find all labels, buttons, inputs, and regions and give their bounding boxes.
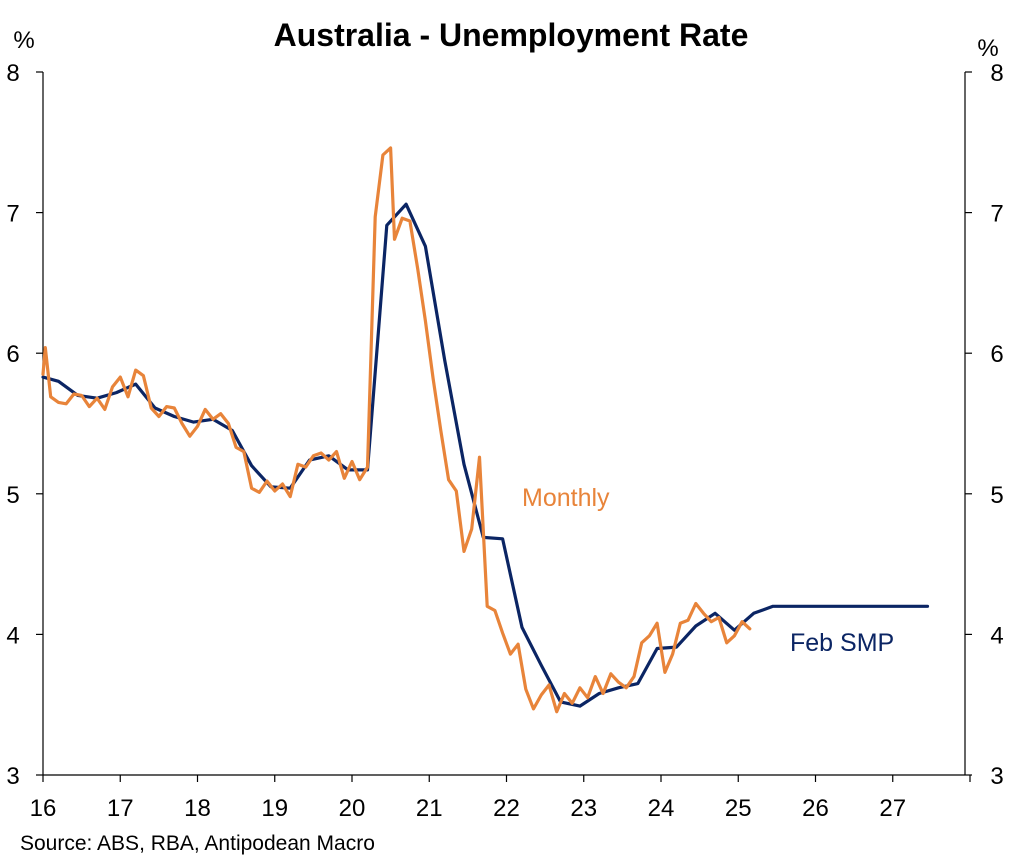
axes bbox=[36, 71, 972, 782]
x-tick-label: 20 bbox=[339, 795, 366, 822]
x-tick-label: 16 bbox=[30, 795, 57, 822]
right-axis-unit: % bbox=[977, 35, 998, 62]
x-tick-label: 23 bbox=[570, 795, 597, 822]
x-tick-label: 21 bbox=[416, 795, 443, 822]
x-tick-label: 26 bbox=[802, 795, 829, 822]
x-tick-label: 18 bbox=[184, 795, 211, 822]
series-lines bbox=[41, 146, 930, 714]
chart-title: Australia - Unemployment Rate bbox=[274, 17, 749, 53]
right-y-tick-label: 4 bbox=[990, 622, 1003, 649]
x-tick-label: 19 bbox=[261, 795, 288, 822]
left-y-tick-label: 3 bbox=[6, 763, 19, 790]
tick-labels: 3 3 4 4 5 5 6 6 7 7 8 8 16 17 18 19 20 21 22 23 24 25 26 27 bbox=[6, 60, 1003, 822]
right-y-tick-label: 3 bbox=[990, 763, 1003, 790]
left-y-tick-label: 4 bbox=[6, 622, 19, 649]
x-tick-label: 17 bbox=[107, 795, 134, 822]
right-y-tick-label: 8 bbox=[990, 60, 1003, 87]
monthly-series-label: Monthly bbox=[522, 484, 610, 512]
monthly-line bbox=[41, 146, 752, 714]
x-tick-label: 22 bbox=[493, 795, 520, 822]
left-y-tick-label: 5 bbox=[6, 482, 19, 509]
x-tick-label: 24 bbox=[648, 795, 675, 822]
x-tick-label: 27 bbox=[879, 795, 906, 822]
feb-smp-series-label: Feb SMP bbox=[790, 629, 894, 657]
source-note: Source: ABS, RBA, Antipodean Macro bbox=[20, 832, 375, 855]
right-y-tick-label: 5 bbox=[990, 482, 1003, 509]
left-y-tick-label: 6 bbox=[6, 341, 19, 368]
right-y-tick-label: 6 bbox=[990, 341, 1003, 368]
right-y-tick-label: 7 bbox=[990, 201, 1003, 228]
left-y-tick-label: 8 bbox=[6, 60, 19, 87]
x-tick-label: 25 bbox=[725, 795, 752, 822]
left-y-tick-label: 7 bbox=[6, 201, 19, 228]
left-axis-unit: % bbox=[13, 27, 34, 54]
